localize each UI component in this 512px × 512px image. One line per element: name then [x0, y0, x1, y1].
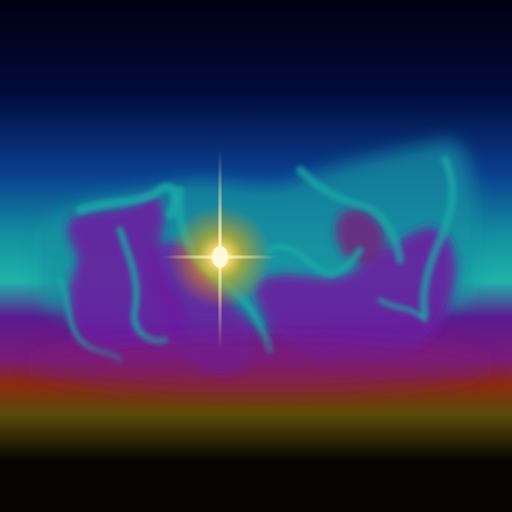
- base-glow: [30, 337, 490, 393]
- star-core: [212, 246, 228, 268]
- star-flare: [162, 150, 278, 350]
